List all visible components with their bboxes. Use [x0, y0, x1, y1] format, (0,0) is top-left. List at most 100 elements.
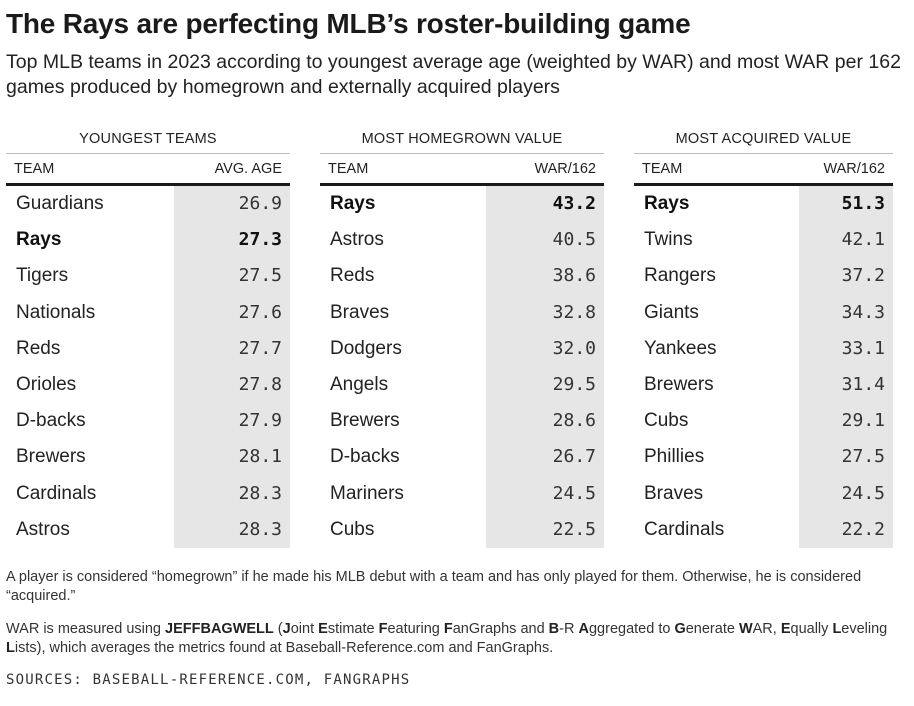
- team-name: Astros: [16, 518, 70, 540]
- value-cell: 28.3: [174, 511, 290, 548]
- chart-title: The Rays are perfecting MLB’s roster-bui…: [6, 8, 691, 39]
- value-cell: 24.5: [486, 475, 604, 512]
- value-cell: 22.5: [486, 511, 604, 548]
- team-name: Nationals: [16, 301, 96, 323]
- acronym-letter: G: [674, 621, 686, 637]
- table-row: Mariners 24.5: [320, 475, 604, 512]
- team-name: Rangers: [644, 265, 716, 287]
- value-column-header: WAR/162: [823, 161, 885, 177]
- value-cell: 27.5: [799, 439, 893, 476]
- value-cell: 29.1: [799, 403, 893, 440]
- value-cell: 28.1: [174, 439, 290, 476]
- team-name: Cardinals: [16, 482, 97, 504]
- team-name: Brewers: [644, 373, 714, 395]
- table-row: Reds 27.7: [6, 330, 290, 367]
- value-cell: 32.8: [486, 294, 604, 331]
- value-cell: 27.7: [174, 330, 290, 367]
- table-row: Giants 34.3: [634, 294, 893, 331]
- note-text: anGraphs and: [452, 621, 549, 637]
- table-row: Cardinals 22.2: [634, 511, 893, 548]
- value-cell: 51.3: [799, 186, 893, 223]
- value-cell: 28.6: [486, 403, 604, 440]
- table-body: Guardians 26.9 Rays 27.3 Tigers 27.5 Nationals…: [6, 186, 290, 548]
- table-row: Angels 29.5: [320, 366, 604, 404]
- team-name: Reds: [16, 337, 61, 359]
- column-header-row: TEAM WAR/162: [320, 154, 604, 186]
- team-name: Guardians: [16, 193, 104, 214]
- acronym-letter: JEFFBAGWELL: [165, 621, 274, 637]
- team-column-header: TEAM: [642, 161, 683, 177]
- table-row: Brewers 28.6: [320, 403, 604, 440]
- team-name: Brewers: [330, 410, 400, 432]
- value-cell: 42.1: [799, 222, 893, 259]
- table-body: Rays 51.3 Twins 42.1 Rangers 37.2 Giants 34.3 Ya…: [634, 186, 893, 548]
- note-text: oint: [290, 621, 319, 637]
- team-name: Brewers: [16, 446, 86, 468]
- table-row: Cubs 29.1: [634, 403, 893, 440]
- value-column-header: AVG. AGE: [214, 161, 282, 177]
- table-row: D-backs 27.9: [6, 403, 290, 440]
- table-row: Rays 27.3: [6, 222, 290, 259]
- value-cell: 43.2: [486, 186, 604, 223]
- value-cell: 28.3: [174, 475, 290, 512]
- table-row: Tigers 27.5: [6, 258, 290, 295]
- value-cell: 22.2: [799, 511, 893, 548]
- team-name: D-backs: [16, 410, 86, 432]
- table-row: Cardinals 28.3: [6, 475, 290, 512]
- acronym-letter: E: [318, 621, 328, 637]
- value-cell: 34.3: [799, 294, 893, 331]
- team-name: D-backs: [330, 446, 400, 468]
- table-row: Phillies 27.5: [634, 439, 893, 476]
- note-text: eaturing: [387, 621, 444, 637]
- value-cell: 38.6: [486, 258, 604, 295]
- team-name: Reds: [330, 265, 375, 287]
- table-row: Braves 24.5: [634, 475, 893, 512]
- team-column-header: TEAM: [14, 161, 55, 177]
- team-name: Astros: [330, 229, 384, 251]
- team-name: Phillies: [644, 446, 705, 468]
- value-cell: 29.5: [486, 366, 604, 404]
- table-row: Yankees 33.1: [634, 330, 893, 367]
- acronym-letter: L: [6, 640, 15, 656]
- table-title: YOUNGEST TEAMS: [6, 129, 290, 154]
- value-cell: 27.8: [174, 366, 290, 404]
- sources-line: SOURCES: BASEBALL-REFERENCE.COM, FANGRAP…: [6, 672, 411, 688]
- note-text: WAR is measured using: [6, 621, 166, 637]
- team-name: Angels: [330, 373, 389, 395]
- team-name: Orioles: [16, 373, 77, 395]
- value-column-header: WAR/162: [534, 161, 596, 177]
- team-name: Braves: [644, 482, 704, 504]
- value-cell: 26.9: [174, 186, 290, 223]
- team-name: Yankees: [644, 337, 717, 359]
- youngest-teams-table: YOUNGEST TEAMS TEAM AVG. AGE Guardians 26.9 R…: [6, 129, 290, 548]
- team-name: Rays: [644, 193, 690, 214]
- value-cell: 37.2: [799, 258, 893, 295]
- table-row: Rays 43.2: [320, 186, 604, 223]
- table-row: Nationals 27.6: [6, 294, 290, 331]
- note-text: stimate: [327, 621, 379, 637]
- value-cell: 27.3: [174, 222, 290, 259]
- table-title: MOST ACQUIRED VALUE: [634, 129, 893, 154]
- acronym-letter: J: [282, 621, 291, 637]
- team-name: Cardinals: [644, 518, 725, 540]
- table-row: Dodgers 32.0: [320, 330, 604, 367]
- acronym-letter: A: [578, 621, 589, 637]
- table-title: MOST HOMEGROWN VALUE: [320, 129, 604, 154]
- war-methodology-note: WAR is measured using JEFFBAGWELL (Joint…: [6, 620, 896, 658]
- acquired-value-table: MOST ACQUIRED VALUE TEAM WAR/162 Rays 51.3 Tw…: [634, 129, 893, 548]
- value-cell: 33.1: [799, 330, 893, 367]
- team-name: Cubs: [330, 518, 375, 540]
- acronym-letter: F: [443, 621, 453, 637]
- table-row: Orioles 27.8: [6, 366, 290, 404]
- note-text: ists), which averages the metrics found …: [14, 640, 554, 656]
- value-cell: 27.9: [174, 403, 290, 440]
- acronym-letter: F: [378, 621, 388, 637]
- team-name: Rays: [330, 193, 376, 214]
- team-name: Cubs: [644, 410, 689, 432]
- value-cell: 27.6: [174, 294, 290, 331]
- homegrown-value-table: MOST HOMEGROWN VALUE TEAM WAR/162 Rays 43.2 A…: [320, 129, 604, 548]
- table-row: Reds 38.6: [320, 258, 604, 295]
- note-text: eveling: [841, 621, 888, 637]
- table-row: Guardians 26.9: [6, 186, 290, 223]
- note-text: ggregated to: [588, 621, 675, 637]
